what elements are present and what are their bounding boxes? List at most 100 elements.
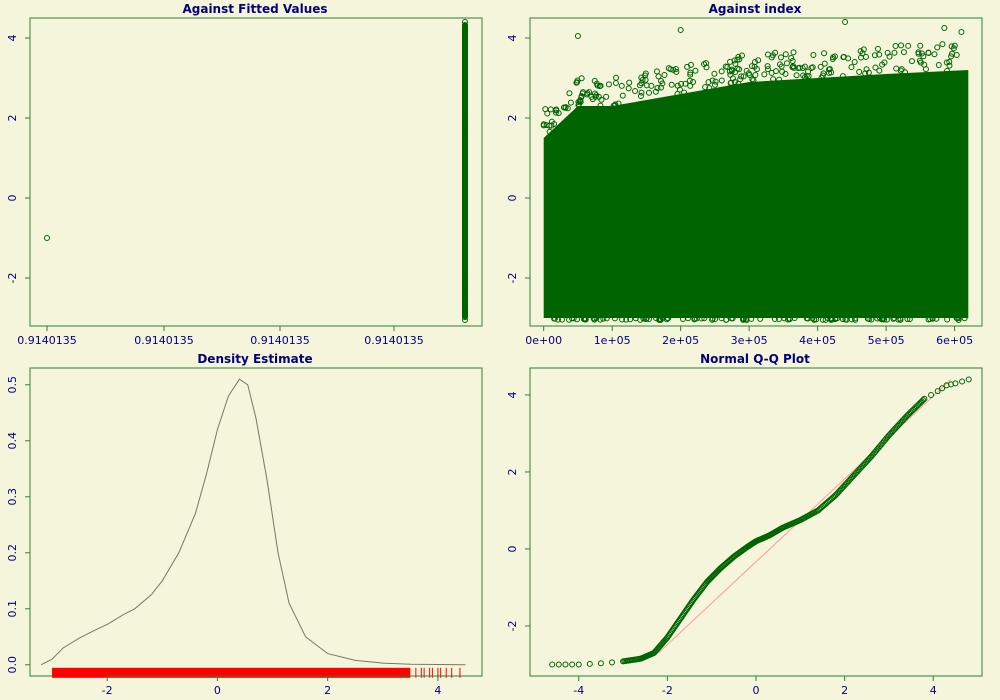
index-point [752,72,759,79]
index-point [842,316,849,323]
index-point [909,58,916,65]
index-point [728,315,735,322]
index-point [612,80,619,87]
index-point [879,61,886,68]
panel-density: Density Estimate -2 0 2 4 0.0 0.1 0.2 0.3 0.4 0.5 [6,352,483,697]
index-point [603,315,610,322]
index-point [665,65,672,72]
index-point [751,63,758,70]
index-point [871,52,878,59]
fitted-point [462,195,468,202]
index-point-band [543,70,969,318]
index-extreme-point [941,25,948,31]
qq-point [934,388,941,395]
index-point [732,60,739,67]
panel-qq: Normal Q-Q Plot -4 -2 0 2 4 -2 0 2 4 [506,352,983,697]
index-point [793,72,800,79]
fitted-point [462,235,468,242]
y-tick-label-fitted: 4 [6,35,19,42]
index-point [597,102,604,109]
index-point [645,315,652,322]
index-point [709,315,716,322]
y-tick-label-fitted: -2 [6,273,19,284]
index-point [674,90,681,97]
index-point [848,316,855,323]
index-point [779,68,786,75]
index-point [588,93,595,100]
index-point [772,49,779,56]
index-point [803,315,810,322]
index-point [592,93,599,100]
y-tick-label-fitted: 0 [6,195,19,202]
index-point [678,80,685,87]
index-point [573,79,580,86]
index-point [946,58,953,65]
axes-qq: -4 -2 0 2 4 -2 0 2 4 [506,391,937,697]
x-tick-label-index: 2e+05 [662,334,699,347]
index-point [679,316,686,323]
index-point [852,316,859,323]
index-point [681,89,688,96]
qq-point [952,380,959,387]
index-point [866,315,873,322]
index-point [809,64,816,71]
index-point [876,315,883,322]
index-point [661,71,668,78]
index-point [582,316,589,323]
index-point [586,89,593,96]
index-point [593,315,600,322]
index-point [757,315,764,322]
qq-point [562,661,569,668]
fitted-point [462,113,468,120]
index-point [551,315,558,322]
index-point [636,82,643,89]
x-tick-label-fitted: 0.9140135 [134,334,194,347]
index-point [781,315,788,322]
y-tick-label-density: 0.0 [6,656,19,674]
index-point [738,52,745,59]
index-point [547,106,554,113]
index-point [857,48,864,55]
qq-point [549,661,556,668]
index-point [603,93,610,100]
fitted-point [462,127,468,134]
index-point [632,315,639,322]
index-extreme-point [677,27,684,33]
qq-point [575,661,582,668]
index-point [553,107,560,114]
index-point [658,78,665,85]
index-point [632,87,639,94]
fitted-point [462,262,468,269]
index-point [884,49,891,56]
index-point [801,63,808,70]
fitted-point [462,208,468,215]
index-point [648,82,655,89]
index-point [755,57,762,64]
index-point [943,59,950,66]
qq-point [939,385,946,392]
index-point [743,316,750,323]
fitted-point [462,73,468,80]
x-tick-label-index: 6e+05 [936,334,973,347]
fitted-point [462,154,468,161]
x-tick-label-fitted: 0.9140135 [364,334,424,347]
index-point [711,81,718,88]
index-point [935,62,942,69]
index-point [596,83,603,90]
qq-point [597,660,604,667]
index-point [925,316,932,323]
index-point [874,45,881,52]
index-point [821,50,828,57]
index-point [701,315,708,322]
x-tick-label-qq: -2 [662,684,673,697]
fitted-point [462,181,468,188]
y-tick-label-density: 0.3 [6,488,19,506]
y-tick-label-index: 0 [506,195,519,202]
index-point [745,70,752,77]
panel-title-index: Against index [709,2,802,16]
qq-point [555,661,562,668]
index-point [566,316,573,323]
index-point [548,122,555,129]
index-point [876,67,883,74]
index-point [817,63,824,70]
